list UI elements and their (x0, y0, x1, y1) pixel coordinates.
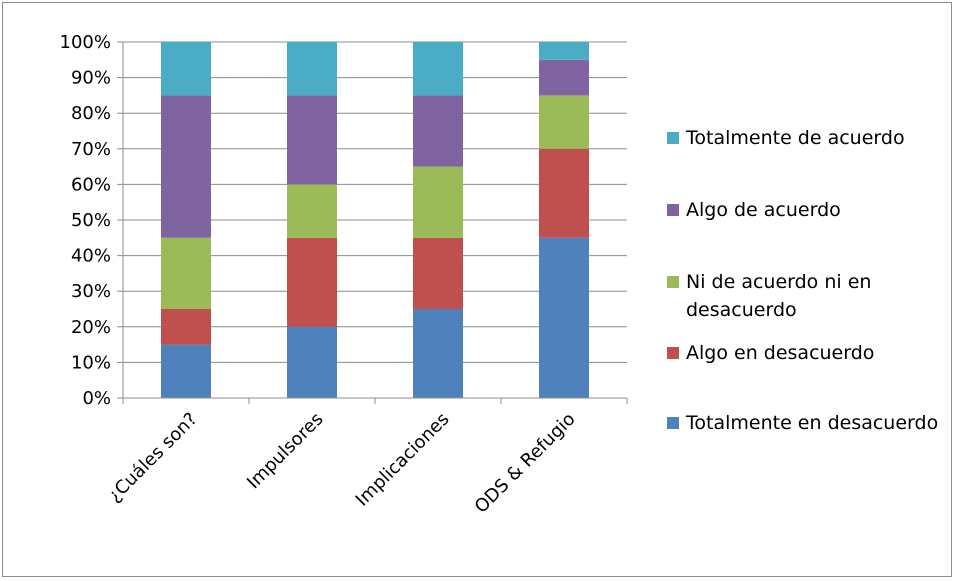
bar-impulsores-ni-de-acuerdo-ni-en-desacuerdo (287, 184, 337, 238)
legend-label-line: Totalmente en desacuerdo (685, 412, 938, 434)
legend-label-totalmente-en-desacuerdo: Totalmente en desacuerdo (685, 412, 938, 434)
y-tick-label: 90% (71, 68, 111, 89)
x-category-label: ¿Cuáles son? (104, 409, 202, 507)
legend-label-algo-en-desacuerdo: Algo en desacuerdo (686, 342, 874, 364)
legend-label-line: Totalmente de acuerdo (685, 127, 905, 149)
y-tick-label: 70% (71, 139, 111, 160)
legend: Totalmente de acuerdo Algo de acuerdo Ni d… (667, 127, 938, 434)
bar-cu-les-son-algo-en-desacuerdo (161, 309, 211, 345)
y-tick-labels: 0% 10% 20% 30% 40% 50% 60% 70% 80% 90% 100% (60, 32, 111, 409)
bar-ods-refugio-algo-en-desacuerdo (539, 148, 589, 238)
x-category-label: Impulsores (243, 409, 328, 494)
bar-implicaciones-algo-de-acuerdo (413, 95, 463, 167)
legend-label-line: Algo de acuerdo (686, 199, 841, 221)
legend-label-line: desacuerdo (686, 299, 797, 321)
x-category-label: ODS & Refugio (471, 409, 580, 518)
x-category-labels: ¿Cuáles son? Impulsores Implicaciones ODS &… (104, 409, 580, 518)
y-tick-label: 10% (71, 352, 111, 373)
legend-label-line: Algo en desacuerdo (686, 342, 874, 364)
bar-impulsores-totalmente-en-desacuerdo (287, 326, 337, 398)
bar-ods-refugio-algo-de-acuerdo (539, 59, 589, 96)
bar-impulsores-algo-en-desacuerdo (287, 237, 337, 327)
bar-ods-refugio-totalmente-en-desacuerdo (539, 237, 589, 398)
y-tick-label: 30% (71, 281, 111, 302)
bar-implicaciones-totalmente-de-acuerdo (413, 42, 463, 96)
legend-swatch-ni-de-acuerdo-ni-en-desacuerdo (667, 276, 679, 288)
bar-cu-les-son-algo-de-acuerdo (161, 95, 211, 238)
y-tick-label: 0% (82, 388, 111, 409)
bar-cu-les-son-ni-de-acuerdo-ni-en-desacuerdo (161, 237, 211, 309)
bars (161, 42, 589, 398)
bar-implicaciones-totalmente-en-desacuerdo (413, 309, 463, 398)
bar-ods-refugio-ni-de-acuerdo-ni-en-desacuerdo (539, 95, 589, 149)
legend-label-line: Ni de acuerdo ni en (686, 271, 871, 293)
y-tick-label: 40% (71, 246, 111, 267)
bar-cu-les-son-totalmente-en-desacuerdo (161, 344, 211, 398)
legend-label-ni-de-acuerdo-ni-en-desacuerdo: Ni de acuerdo ni en desacuerdo (686, 271, 871, 321)
y-tick-label: 50% (71, 210, 111, 231)
y-tick-label: 60% (71, 174, 111, 195)
bar-impulsores-algo-de-acuerdo (287, 95, 337, 185)
x-category-label: Implicaciones (352, 409, 454, 511)
y-tick-label: 80% (71, 103, 111, 124)
y-tick-label: 20% (71, 317, 111, 338)
bar-ods-refugio-totalmente-de-acuerdo (539, 42, 589, 60)
bar-implicaciones-ni-de-acuerdo-ni-en-desacuerdo (413, 166, 463, 238)
legend-label-totalmente-de-acuerdo: Totalmente de acuerdo (685, 127, 905, 149)
legend-label-algo-de-acuerdo: Algo de acuerdo (686, 199, 841, 221)
y-tick-label: 100% (60, 32, 111, 53)
legend-swatch-totalmente-en-desacuerdo (667, 417, 679, 429)
bar-cu-les-son-totalmente-de-acuerdo (161, 42, 211, 96)
axes (117, 41, 628, 404)
bar-impulsores-totalmente-de-acuerdo (287, 42, 337, 96)
legend-swatch-algo-de-acuerdo (667, 204, 679, 216)
legend-swatch-algo-en-desacuerdo (667, 347, 679, 359)
bar-implicaciones-algo-en-desacuerdo (413, 237, 463, 309)
legend-swatch-totalmente-de-acuerdo (667, 132, 679, 144)
